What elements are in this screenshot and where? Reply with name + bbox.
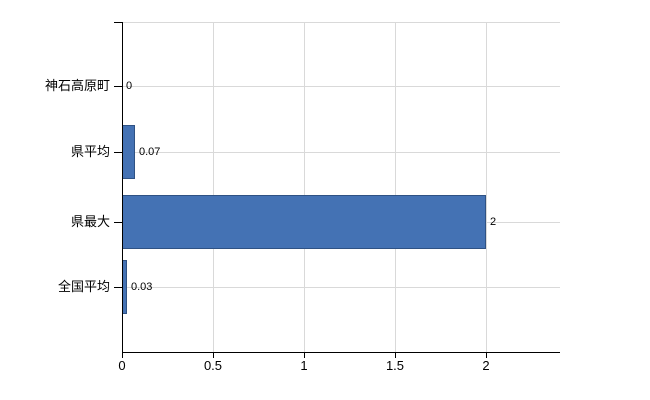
y-axis-end-tick	[114, 22, 122, 23]
x-tick-label: 0	[118, 358, 126, 373]
y-axis-line	[122, 22, 123, 358]
bar-value-label: 0.07	[139, 146, 161, 158]
gridline-vertical	[213, 22, 214, 352]
x-axis-tick	[213, 352, 214, 358]
gridline-vertical	[304, 22, 305, 352]
x-tick-label: 1	[300, 358, 308, 373]
y-axis-tick	[114, 287, 122, 288]
x-tick-label: 1.5	[385, 358, 405, 373]
x-axis-tick	[395, 352, 396, 358]
y-axis-tick	[114, 86, 122, 87]
category-label: 県最大	[70, 214, 110, 229]
y-axis-tick	[114, 152, 122, 153]
gridline-horizontal	[122, 287, 560, 288]
gridline-vertical	[486, 22, 487, 352]
category-label: 全国平均	[57, 279, 110, 294]
gridline-horizontal	[122, 86, 560, 87]
gridline-vertical	[395, 22, 396, 352]
bar-value-label: 2	[490, 216, 497, 228]
gridline-horizontal	[122, 152, 560, 153]
y-axis-tick	[114, 222, 122, 223]
bar-value-label: 0.03	[131, 281, 153, 293]
plot-top-border	[122, 22, 560, 23]
x-axis-line	[122, 352, 560, 353]
x-tick-label: 0.5	[203, 358, 223, 373]
bar	[122, 125, 135, 179]
x-tick-label: 2	[482, 358, 490, 373]
x-axis-tick	[304, 352, 305, 358]
category-label: 県平均	[70, 144, 110, 159]
x-axis-tick	[486, 352, 487, 358]
bar-value-label: 0	[126, 80, 133, 92]
category-label: 神石高原町	[44, 78, 110, 93]
bar	[122, 195, 486, 249]
